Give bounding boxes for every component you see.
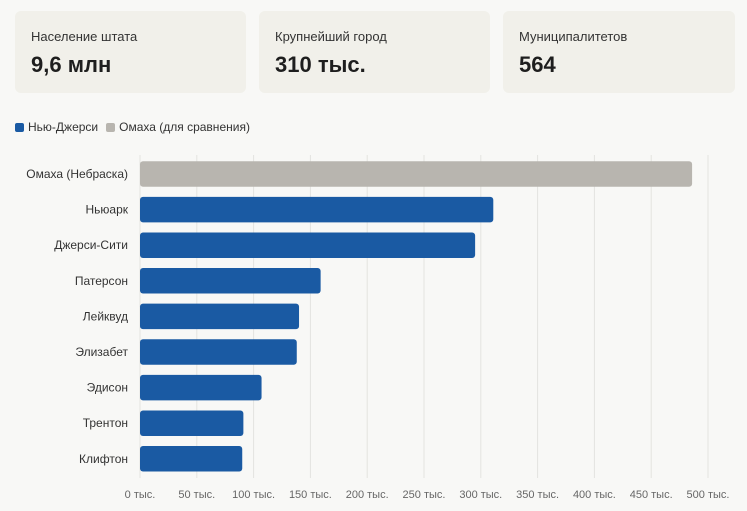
kpi-card-municipalities: Муниципалитетов 564 [503, 11, 735, 93]
category-label: Ньюарк [85, 203, 128, 217]
kpi-value: 310 тыс. [275, 52, 366, 77]
bar [140, 446, 243, 472]
kpi-card-population: Население штата 9,6 млн [15, 11, 246, 93]
bar [140, 232, 476, 258]
chart-legend: Нью-Джерси Омаха (для сравнения) [15, 120, 258, 134]
legend-item-omaha[interactable]: Омаха (для сравнения) [106, 120, 250, 134]
category-label: Трентон [83, 416, 128, 430]
kpi-label: Крупнейший город [275, 29, 387, 44]
kpi-value: 9,6 млн [31, 52, 112, 77]
kpi-label: Муниципалитетов [519, 29, 628, 44]
kpi-label: Население штата [31, 29, 138, 44]
category-label: Клифтон [79, 452, 128, 466]
x-tick-label: 150 тыс. [289, 489, 332, 501]
kpi-card-largest-city: Крупнейший город 310 тыс. [259, 11, 490, 93]
category-label: Патерсон [75, 274, 128, 288]
x-tick-label: 400 тыс. [573, 489, 616, 501]
kpi-value: 564 [519, 52, 556, 77]
x-tick-label: 500 тыс. [687, 489, 730, 501]
x-tick-label: 0 тыс. [125, 489, 156, 501]
category-label: Джерси-Сити [54, 238, 128, 252]
bar [140, 161, 693, 187]
bar [140, 303, 300, 330]
legend-label: Нью-Джерси [28, 120, 99, 134]
x-tick-label: 100 тыс. [232, 489, 275, 501]
x-tick-label: 200 тыс. [346, 489, 389, 501]
bar [140, 339, 297, 365]
kpi-cards: Население штата 9,6 млн Крупнейший город… [15, 11, 735, 93]
category-label: Лейквуд [83, 309, 128, 323]
legend-swatch [106, 122, 116, 132]
x-tick-label: 50 тыс. [178, 489, 215, 501]
x-tick-label: 450 тыс. [630, 489, 673, 501]
bar [140, 196, 494, 223]
legend-item-new-jersey[interactable]: Нью-Джерси [15, 120, 98, 134]
x-tick-label: 300 тыс. [459, 489, 502, 501]
bar [140, 374, 262, 401]
x-tick-label: 250 тыс. [403, 489, 446, 501]
category-label: Эдисон [87, 381, 128, 395]
x-tick-label: 350 тыс. [516, 489, 559, 501]
legend-label: Омаха (для сравнения) [119, 120, 250, 134]
legend-swatch [15, 122, 24, 132]
bar [140, 410, 244, 436]
bar [140, 268, 321, 294]
category-label: Элизабет [75, 345, 128, 359]
category-label: Омаха (Небраска) [26, 167, 128, 181]
